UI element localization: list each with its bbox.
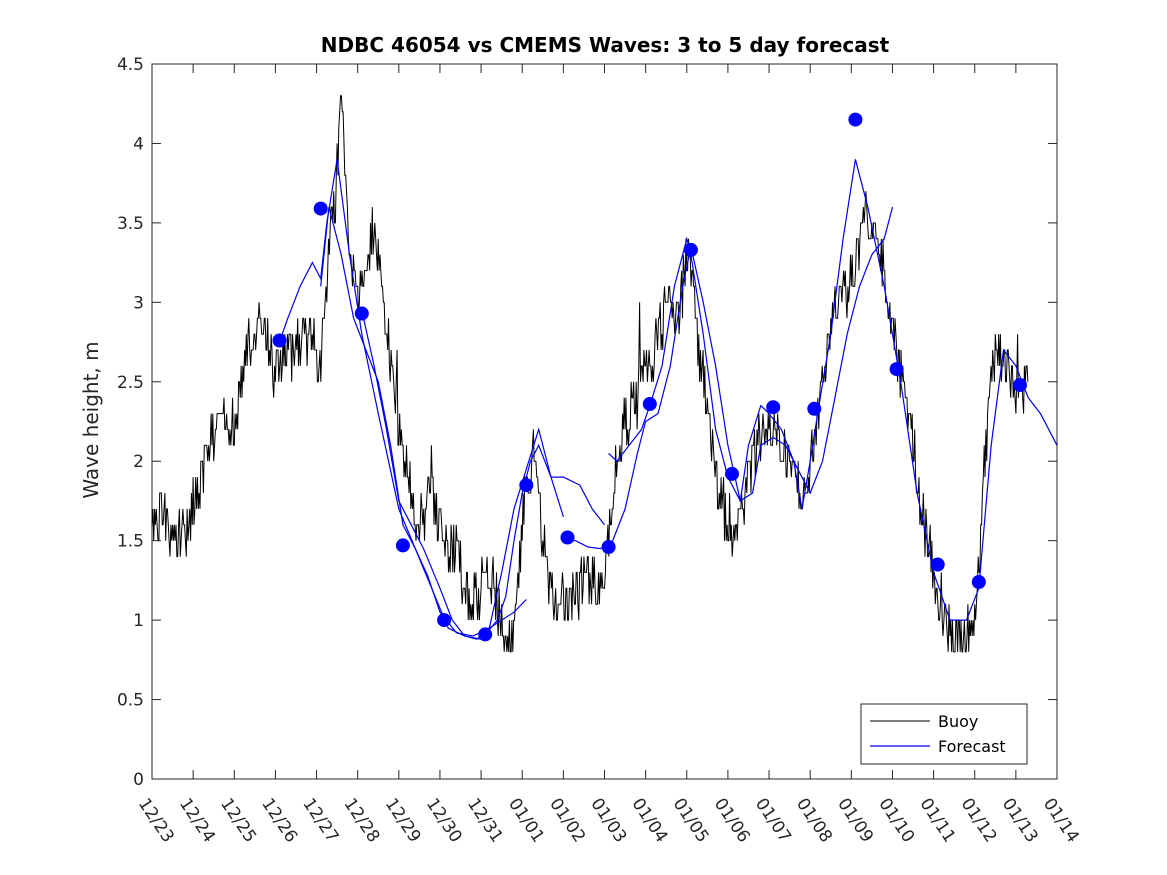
- x-tick-label: 12/25: [216, 795, 260, 847]
- x-tick-label: 01/02: [545, 795, 589, 847]
- legend-box: [860, 703, 1028, 765]
- y-tick-label: 1: [133, 611, 144, 631]
- y-tick-label: 4.5: [117, 55, 144, 75]
- forecast-marker: [971, 575, 986, 589]
- y-tick-label: 0: [133, 770, 144, 790]
- chart-title: NDBC 46054 vs CMEMS Waves: 3 to 5 day fo…: [321, 33, 890, 57]
- y-tick-label: 3.5: [117, 214, 144, 234]
- forecast-marker: [766, 400, 781, 415]
- forecast-marker: [930, 557, 945, 572]
- forecast-marker: [519, 478, 534, 493]
- y-axis-label: Wave height, m: [79, 341, 103, 498]
- forecast-series-5: [608, 159, 1058, 621]
- x-tick-label: 01/05: [669, 795, 713, 847]
- x-tick-label: 12/28: [340, 795, 384, 847]
- buoy-series: [151, 95, 1029, 653]
- x-tick-label: 01/11: [915, 795, 959, 847]
- forecast-marker: [848, 112, 863, 127]
- plot-area: [151, 63, 1058, 780]
- x-tick-label: 01/06: [710, 795, 754, 847]
- forecast-series-4: [563, 206, 894, 550]
- x-tick-label: 01/09: [833, 795, 877, 847]
- forecast-marker: [601, 540, 616, 554]
- forecast-marker: [560, 530, 575, 545]
- x-tick-label: 01/08: [792, 795, 836, 847]
- y-tick-label: 4: [133, 134, 144, 154]
- forecast-marker: [725, 466, 739, 481]
- x-tick-label: 12/27: [298, 795, 342, 847]
- y-tick-label: 1.5: [117, 532, 144, 552]
- legend: Buoy Forecast: [860, 703, 1028, 765]
- x-tick-label: 01/03: [586, 795, 630, 847]
- x-tick-label: 01/07: [751, 795, 795, 847]
- x-tick-label: 01/01: [504, 795, 548, 847]
- forecast-series-3: [361, 310, 605, 640]
- y-tick-label: 0.5: [117, 691, 144, 711]
- forecast-series-2: [320, 206, 564, 640]
- x-tick-label: 12/31: [463, 795, 507, 847]
- x-tick-label: 01/14: [1039, 795, 1083, 847]
- y-tick-label: 2.5: [117, 373, 144, 393]
- x-tick-label: 01/13: [998, 795, 1042, 847]
- x-tick-label: 01/10: [874, 795, 918, 847]
- legend-buoy-label: Buoy: [938, 712, 978, 731]
- forecast-series-1: [278, 159, 527, 637]
- forecast-marker: [354, 306, 369, 321]
- y-tick-label: 3: [133, 293, 144, 313]
- forecast-marker: [889, 362, 904, 377]
- forecast-marker: [313, 201, 328, 216]
- x-tick-label: 12/26: [257, 795, 301, 847]
- y-axis: 0 0.5 1 1.5 2 2.5 3 3.5 4 4.5: [117, 55, 1057, 790]
- x-tick-label: 12/24: [175, 795, 219, 847]
- forecast-marker: [272, 333, 287, 348]
- axes-frame: [151, 63, 1058, 780]
- y-tick-label: 2: [133, 452, 144, 472]
- forecast-marker: [1013, 378, 1027, 392]
- forecast-marker: [642, 397, 657, 411]
- x-tick-label: 12/23: [134, 795, 178, 847]
- x-tick-label: 01/12: [957, 795, 1001, 847]
- forecast-marker: [478, 627, 493, 642]
- x-tick-label: 12/29: [381, 795, 425, 847]
- x-tick-label: 12/30: [422, 795, 466, 847]
- x-tick-label: 01/04: [627, 795, 671, 847]
- legend-forecast-label: Forecast: [938, 737, 1006, 756]
- forecast-marker: [395, 538, 410, 553]
- forecast-marker: [683, 242, 698, 257]
- forecast-marker: [807, 401, 822, 416]
- forecast-marker: [437, 613, 452, 628]
